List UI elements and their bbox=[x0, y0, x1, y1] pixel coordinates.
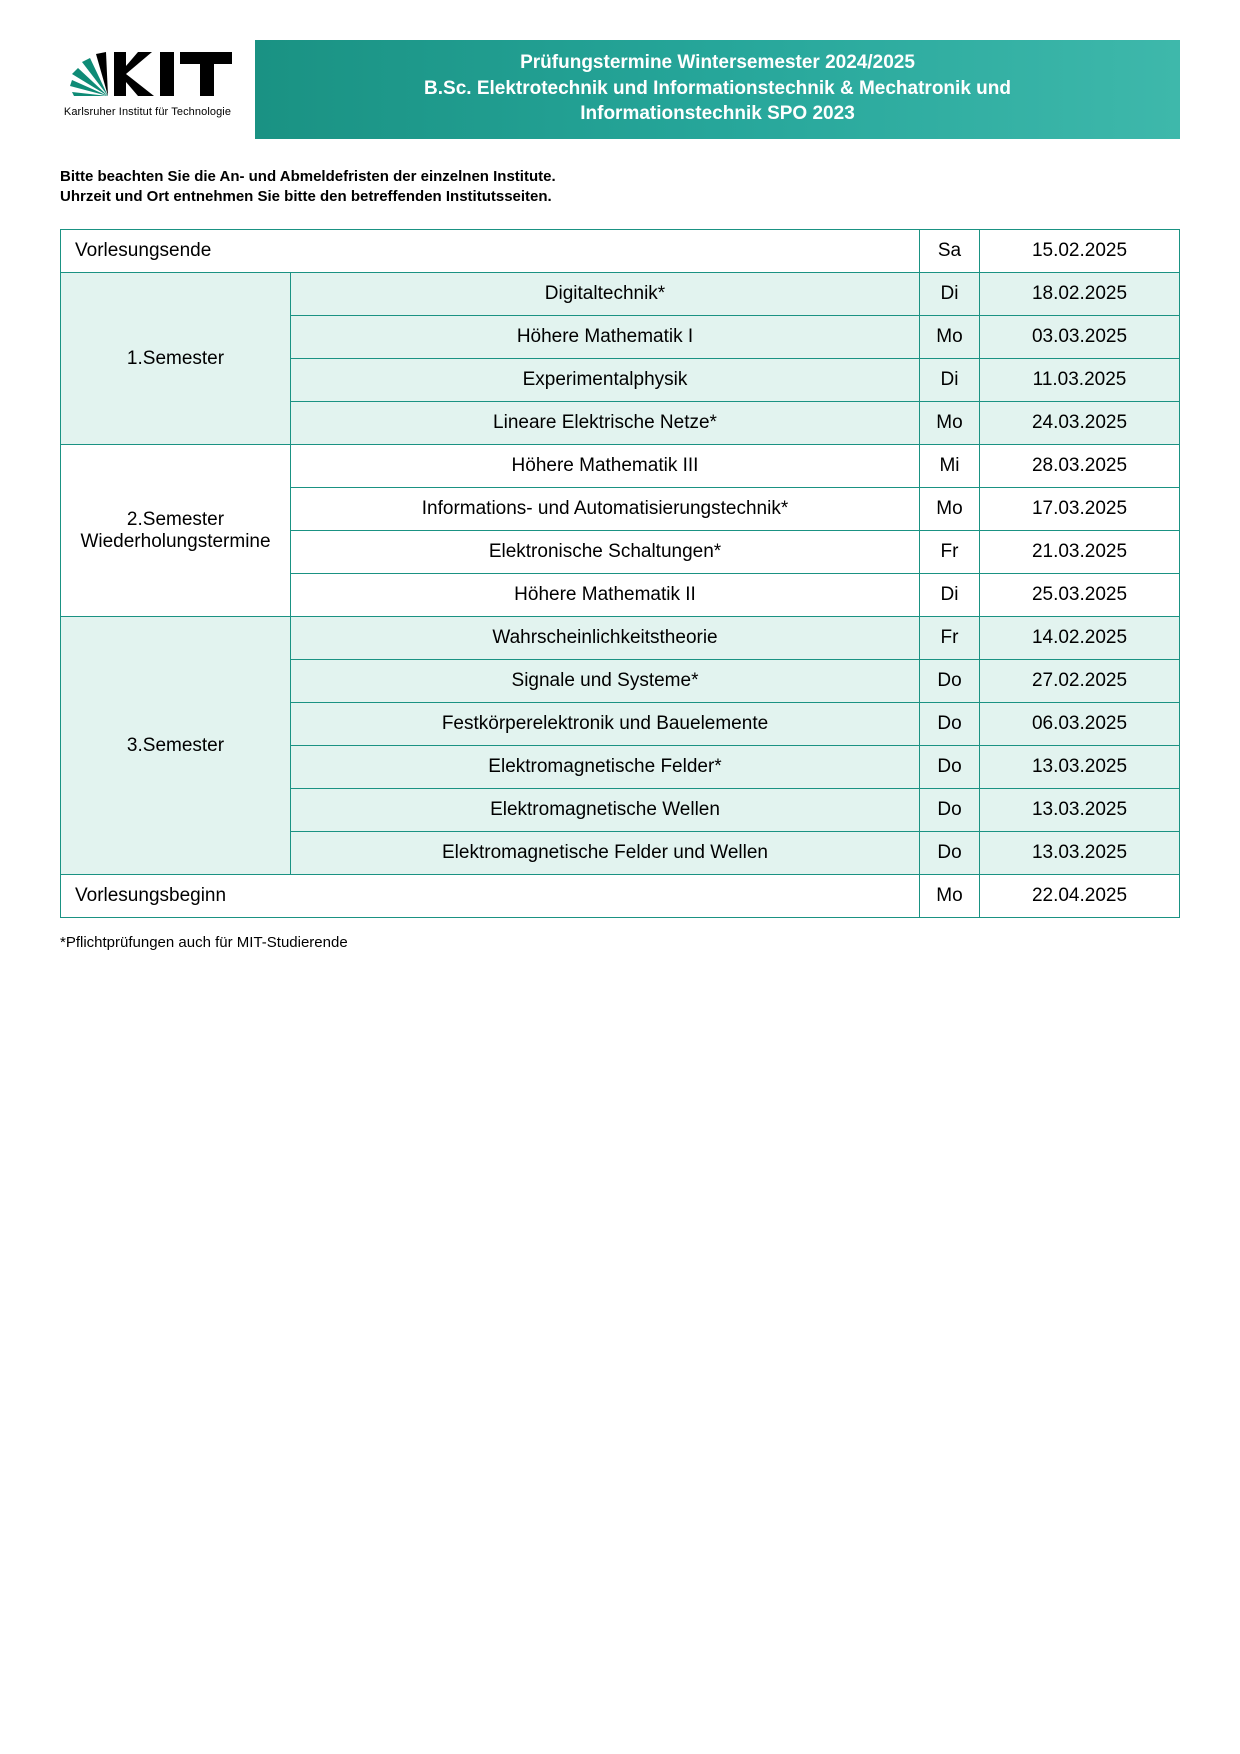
exam-schedule-tbody: VorlesungsendeSa15.02.20251.SemesterDigi… bbox=[61, 230, 1180, 918]
intro-line-2: Uhrzeit und Ort entnehmen Sie bitte den … bbox=[60, 187, 1180, 207]
day-cell: Do bbox=[920, 703, 980, 746]
day-cell: Do bbox=[920, 746, 980, 789]
date-cell: 27.02.2025 bbox=[980, 660, 1180, 703]
logo-subtitle: Karlsruher Institut für Technologie bbox=[64, 106, 231, 118]
kit-logo-block: Karlsruher Institut für Technologie bbox=[60, 40, 235, 118]
subject-cell: Elektromagnetische Felder* bbox=[291, 746, 920, 789]
subject-cell: Höhere Mathematik I bbox=[291, 316, 920, 359]
date-cell: 03.03.2025 bbox=[980, 316, 1180, 359]
day-cell: Di bbox=[920, 273, 980, 316]
banner-line-2: B.Sc. Elektrotechnik und Informationstec… bbox=[275, 76, 1160, 102]
semester-group-line1: 2.Semester bbox=[75, 509, 276, 531]
subject-cell: Signale und Systeme* bbox=[291, 660, 920, 703]
date-cell: 21.03.2025 bbox=[980, 531, 1180, 574]
day-cell: Mi bbox=[920, 445, 980, 488]
day-cell: Do bbox=[920, 789, 980, 832]
subject-cell: Wahrscheinlichkeitstheorie bbox=[291, 617, 920, 660]
day-cell: Do bbox=[920, 660, 980, 703]
subject-cell: Elektromagnetische Felder und Wellen bbox=[291, 832, 920, 875]
semester-group-label: 3.Semester bbox=[61, 617, 291, 875]
date-cell: 18.02.2025 bbox=[980, 273, 1180, 316]
day-cell: Mo bbox=[920, 316, 980, 359]
intro-text: Bitte beachten Sie die An- und Abmeldefr… bbox=[60, 167, 1180, 208]
day-cell: Di bbox=[920, 359, 980, 402]
footnote: *Pflichtprüfungen auch für MIT-Studieren… bbox=[60, 934, 1180, 951]
date-cell: 13.03.2025 bbox=[980, 832, 1180, 875]
date-cell: 28.03.2025 bbox=[980, 445, 1180, 488]
header-row: Karlsruher Institut für Technologie Prüf… bbox=[60, 40, 1180, 139]
date-cell: 11.03.2025 bbox=[980, 359, 1180, 402]
date-cell: 06.03.2025 bbox=[980, 703, 1180, 746]
intro-line-1: Bitte beachten Sie die An- und Abmeldefr… bbox=[60, 167, 1180, 187]
table-row-vorlesungsbeginn: VorlesungsbeginnMo22.04.2025 bbox=[61, 875, 1180, 918]
subject-cell: Höhere Mathematik III bbox=[291, 445, 920, 488]
day-cell: Fr bbox=[920, 617, 980, 660]
semester-group-line2: Wiederholungstermine bbox=[75, 531, 276, 553]
date-cell: 25.03.2025 bbox=[980, 574, 1180, 617]
table-row: 1.SemesterDigitaltechnik*Di18.02.2025 bbox=[61, 273, 1180, 316]
semester-group-label: 1.Semester bbox=[61, 273, 291, 445]
table-row-vorlesungsende: VorlesungsendeSa15.02.2025 bbox=[61, 230, 1180, 273]
exam-schedule-table: VorlesungsendeSa15.02.20251.SemesterDigi… bbox=[60, 229, 1180, 918]
vorlesungsbeginn-label: Vorlesungsbeginn bbox=[61, 875, 920, 918]
semester-group-label: 2.SemesterWiederholungstermine bbox=[61, 445, 291, 617]
table-row: 2.SemesterWiederholungstermineHöhere Mat… bbox=[61, 445, 1180, 488]
date-cell: 24.03.2025 bbox=[980, 402, 1180, 445]
vorlesungsbeginn-date: 22.04.2025 bbox=[980, 875, 1180, 918]
vorlesungsende-day: Sa bbox=[920, 230, 980, 273]
date-cell: 14.02.2025 bbox=[980, 617, 1180, 660]
kit-logo-icon bbox=[60, 40, 235, 102]
vorlesungsende-label: Vorlesungsende bbox=[61, 230, 920, 273]
banner-line-1: Prüfungstermine Wintersemester 2024/2025 bbox=[275, 50, 1160, 76]
banner-line-3: Informationstechnik SPO 2023 bbox=[275, 101, 1160, 127]
date-cell: 13.03.2025 bbox=[980, 746, 1180, 789]
table-row: 3.SemesterWahrscheinlichkeitstheorieFr14… bbox=[61, 617, 1180, 660]
day-cell: Mo bbox=[920, 402, 980, 445]
day-cell: Do bbox=[920, 832, 980, 875]
date-cell: 17.03.2025 bbox=[980, 488, 1180, 531]
subject-cell: Elektronische Schaltungen* bbox=[291, 531, 920, 574]
day-cell: Di bbox=[920, 574, 980, 617]
page: Karlsruher Institut für Technologie Prüf… bbox=[0, 0, 1240, 991]
day-cell: Mo bbox=[920, 488, 980, 531]
subject-cell: Experimentalphysik bbox=[291, 359, 920, 402]
vorlesungsbeginn-day: Mo bbox=[920, 875, 980, 918]
subject-cell: Informations- und Automatisierungstechni… bbox=[291, 488, 920, 531]
subject-cell: Elektromagnetische Wellen bbox=[291, 789, 920, 832]
subject-cell: Festkörperelektronik und Bauelemente bbox=[291, 703, 920, 746]
date-cell: 13.03.2025 bbox=[980, 789, 1180, 832]
subject-cell: Lineare Elektrische Netze* bbox=[291, 402, 920, 445]
subject-cell: Höhere Mathematik II bbox=[291, 574, 920, 617]
title-banner: Prüfungstermine Wintersemester 2024/2025… bbox=[255, 40, 1180, 139]
day-cell: Fr bbox=[920, 531, 980, 574]
subject-cell: Digitaltechnik* bbox=[291, 273, 920, 316]
vorlesungsende-date: 15.02.2025 bbox=[980, 230, 1180, 273]
